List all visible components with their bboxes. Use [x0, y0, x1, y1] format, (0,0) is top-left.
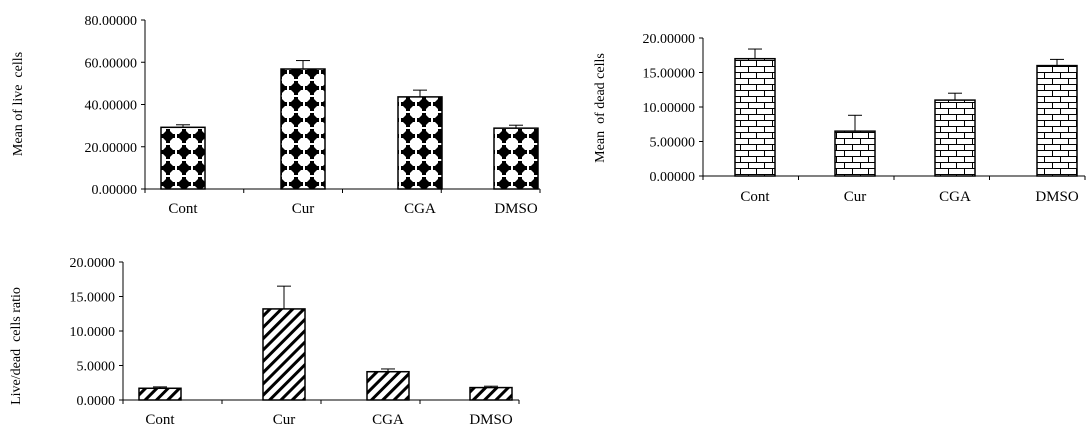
bar-cur	[280, 68, 326, 190]
chart-1: 0.00000 20.00000 40.00000 60.00000 80.00000 C…	[11, 14, 541, 217]
category-label-cont: Cont	[145, 412, 175, 428]
bar-dmso	[1036, 64, 1078, 177]
y-tick-label: 5.0000	[77, 360, 116, 375]
chart-3: 0.0000 5.0000 10.0000 15.0000 20.0000 Cont Cur…	[9, 256, 520, 428]
category-label-cur: Cur	[292, 201, 315, 217]
category-label-cont: Cont	[740, 189, 770, 205]
y-tick-label: 0.0000	[77, 394, 116, 409]
bar-cur	[834, 130, 876, 177]
y-tick-label: 0.00000	[650, 170, 696, 185]
bar-dmso	[469, 386, 513, 401]
bar-cont	[160, 126, 206, 190]
y-tick-label: 40.00000	[85, 99, 138, 114]
bar-dmso	[493, 127, 539, 190]
y-tick-label: 20.00000	[643, 32, 696, 47]
category-label-dmso: DMSO	[1035, 189, 1079, 205]
bar-cga	[366, 370, 410, 401]
bar-cga	[397, 96, 443, 190]
y-tick-label: 80.00000	[85, 14, 138, 29]
category-label-dmso: DMSO	[469, 412, 513, 428]
category-label-cur: Cur	[844, 189, 867, 205]
bar-cga	[934, 99, 976, 177]
y-axis-label: Live/dead cells ratio	[9, 287, 24, 405]
y-tick-label: 10.0000	[70, 325, 116, 340]
category-label-cga: CGA	[372, 412, 404, 428]
y-tick-label: 15.00000	[643, 67, 696, 82]
category-label-cga: CGA	[404, 201, 436, 217]
bar-cont	[138, 387, 182, 401]
y-tick-label: 5.00000	[650, 136, 696, 151]
y-tick-label: 10.00000	[643, 101, 696, 116]
category-label-cont: Cont	[168, 201, 198, 217]
category-label-dmso: DMSO	[494, 201, 538, 217]
bar-cur	[262, 308, 306, 401]
y-tick-label: 15.0000	[70, 291, 116, 306]
y-tick-label: 0.00000	[92, 183, 138, 198]
category-label-cga: CGA	[939, 189, 971, 205]
y-tick-label: 20.00000	[85, 141, 138, 156]
charts-group: 0.00000 20.00000 40.00000 60.00000 80.00000 C…	[9, 14, 1086, 428]
y-tick-label: 60.00000	[85, 56, 138, 71]
y-axis-label: Mean of live cells	[11, 52, 26, 156]
y-tick-label: 20.0000	[70, 256, 116, 271]
bar-cont	[734, 57, 776, 177]
y-axis-label: Mean of dead cells	[593, 53, 608, 163]
chart-2: 0.00000 5.00000 10.00000 15.00000 20.00000 Co…	[593, 32, 1086, 205]
category-label-cur: Cur	[273, 412, 296, 428]
